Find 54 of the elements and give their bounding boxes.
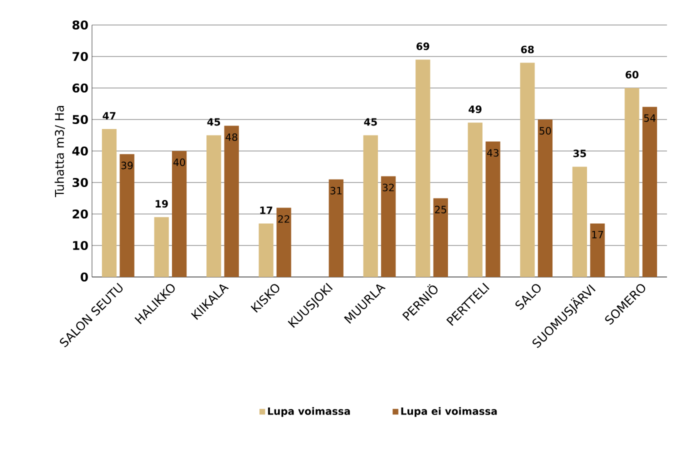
data-label: 60: [626, 70, 638, 78]
y-tick-label: 80: [72, 20, 88, 30]
data-label: 47: [102, 112, 116, 120]
bar: [416, 60, 430, 277]
bar: [276, 208, 292, 277]
bar: [538, 120, 553, 277]
y-tick-label: 60: [72, 83, 88, 93]
data-label: 49: [468, 106, 482, 114]
data-label: 50: [540, 127, 551, 135]
bar: [224, 126, 239, 277]
bar: [433, 198, 448, 277]
bar: [642, 106, 658, 277]
data-label: 45: [364, 118, 377, 126]
legend-label: Lupa voimassa: [268, 407, 350, 417]
bar: [102, 128, 117, 277]
data-label: 45: [207, 118, 220, 126]
data-label: 68: [521, 46, 534, 54]
data-label: 54: [644, 114, 656, 122]
data-label: 25: [435, 206, 446, 214]
y-tick-label: 70: [72, 52, 88, 62]
y-tick-label: 20: [72, 209, 88, 219]
data-label: 31: [330, 186, 342, 194]
y-tick-label: 0: [80, 272, 88, 282]
bar: [486, 142, 500, 277]
data-label: 17: [260, 206, 272, 214]
data-label: 69: [416, 42, 430, 50]
y-tick-label: 10: [73, 240, 88, 250]
data-label: 19: [156, 200, 168, 208]
legend-label: Lupa ei voimassa: [401, 407, 497, 417]
bar: [520, 62, 535, 277]
bar: [120, 154, 134, 277]
bar: [363, 135, 378, 277]
bar: [258, 223, 274, 277]
bar: [172, 150, 187, 277]
bar: [572, 166, 588, 277]
bar: [468, 122, 482, 277]
bar: [624, 88, 640, 277]
data-label: 40: [173, 158, 186, 166]
y-tick-label: 50: [72, 114, 88, 124]
y-axis-title: Tuhatta m3/ Ha: [54, 106, 65, 198]
data-label: 39: [121, 162, 133, 170]
data-label: 43: [487, 149, 498, 157]
y-tick-label: 40: [72, 146, 88, 156]
data-label: 22: [278, 215, 290, 223]
data-label: 17: [592, 230, 603, 238]
bar: [590, 223, 605, 277]
bar: [381, 176, 396, 277]
y-tick-label: 30: [72, 178, 88, 188]
bar: [154, 217, 169, 277]
bar: [206, 135, 222, 277]
data-label: 48: [226, 133, 238, 141]
data-label: 32: [382, 184, 394, 192]
data-label: 35: [573, 150, 586, 158]
bar: [328, 179, 344, 277]
